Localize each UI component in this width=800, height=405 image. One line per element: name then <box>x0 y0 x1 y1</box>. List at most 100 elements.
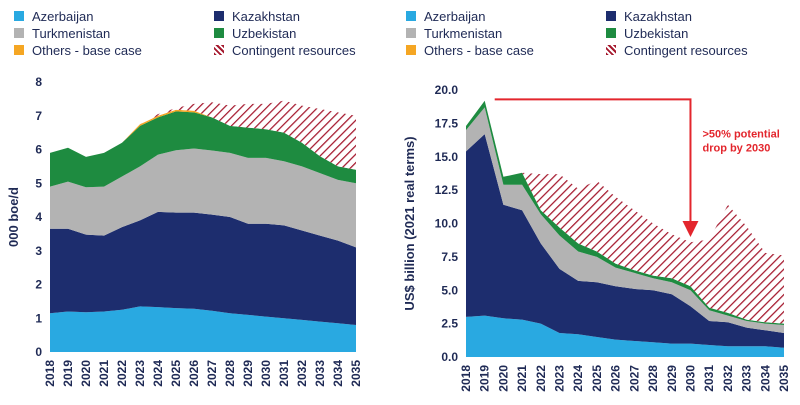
right-x-tick-label: 2022 <box>534 365 548 392</box>
left-area-turkmenistan <box>50 148 356 248</box>
left-y-tick-label: 5 <box>35 176 42 190</box>
right-y-axis-title: US$ billion (2021 real terms) <box>402 136 417 310</box>
left-x-tick-label: 2030 <box>259 360 273 387</box>
legend-label: Others - base case <box>32 42 142 58</box>
left-x-tick-label: 2029 <box>241 360 255 387</box>
left-x-tick-label: 2033 <box>313 360 327 387</box>
legend-right: Azerbaijan Kazakhstan Turkmenistan Uzbekist… <box>406 8 786 68</box>
right-x-tick-label: 2026 <box>609 365 623 392</box>
right-x-tick-label: 2024 <box>571 365 585 392</box>
right-x-tick-label: 2018 <box>459 365 473 392</box>
legend-item-kazakhstan: Kazakhstan <box>214 8 300 24</box>
annotation-text-line2: drop by 2030 <box>702 142 770 154</box>
legend-swatch-contingent-resources <box>606 45 616 55</box>
left-y-tick-label: 4 <box>35 210 42 224</box>
left-x-tick-label: 2019 <box>61 360 75 387</box>
left-x-tick-label: 2032 <box>295 360 309 387</box>
right-y-tick-label: 10.0 <box>435 217 459 231</box>
legend-swatch-kazakhstan <box>606 11 616 21</box>
left-x-tick-label: 2035 <box>349 360 363 387</box>
right-y-tick-label: 0.0 <box>441 350 458 364</box>
right-x-tick-label: 2019 <box>478 365 492 392</box>
right-x-tick-label: 2029 <box>665 365 679 392</box>
legend-item-contingent-resources: Contingent resources <box>214 42 356 58</box>
legend-swatch-kazakhstan <box>214 11 224 21</box>
left-y-tick-label: 7 <box>35 109 42 123</box>
left-x-tick-label: 2018 <box>43 360 57 387</box>
legend-item-others-base-case: Others - base case <box>406 42 534 58</box>
legend-swatch-uzbekistan <box>606 28 616 38</box>
legend-item-azerbaijan: Azerbaijan <box>14 8 93 24</box>
legend-label: Turkmenistan <box>32 25 111 41</box>
left-x-tick-label: 2021 <box>97 360 111 387</box>
legend-label: Contingent resources <box>624 42 748 58</box>
left-y-tick-label: 3 <box>35 244 42 258</box>
left-x-tick-label: 2034 <box>331 360 345 387</box>
annotation-arrow <box>494 98 699 237</box>
right-area-turkmenistan <box>466 107 784 334</box>
left-y-axis-title: 000 boe/d <box>6 187 21 247</box>
right-x-tick-label: 2027 <box>627 365 641 392</box>
left-area-uzbekistan <box>50 111 356 188</box>
left-area-contingent-resources <box>50 100 356 170</box>
right-area-contingent-resources <box>466 100 784 324</box>
legend-item-azerbaijan: Azerbaijan <box>406 8 485 24</box>
legend-label: Azerbaijan <box>32 8 94 24</box>
left-y-tick-label: 6 <box>35 143 42 157</box>
legend-item-turkmenistan: Turkmenistan <box>14 25 110 41</box>
left-area-kazakhstan <box>50 211 356 325</box>
right-area-kazakhstan <box>466 134 784 348</box>
right-y-tick-label: 15.0 <box>435 150 459 164</box>
legend-item-uzbekistan: Uzbekistan <box>606 25 688 41</box>
legend-swatch-others-base-case <box>406 45 416 55</box>
legend-item-kazakhstan: Kazakhstan <box>606 8 692 24</box>
left-x-tick-label: 2025 <box>169 360 183 387</box>
right-x-tick-label: 2032 <box>721 365 735 392</box>
legend-item-uzbekistan: Uzbekistan <box>214 25 296 41</box>
legend-swatch-contingent-resources <box>214 45 224 55</box>
left-x-tick-label: 2024 <box>151 360 165 387</box>
right-x-tick-label: 2020 <box>496 365 510 392</box>
right-x-tick-label: 2023 <box>553 365 567 392</box>
legend-label: Kazakhstan <box>624 8 692 24</box>
right-x-tick-label: 2028 <box>646 365 660 392</box>
legend-item-others-base-case: Others - base case <box>14 42 142 58</box>
right-y-tick-label: 7.5 <box>441 250 458 264</box>
left-x-tick-label: 2027 <box>205 360 219 387</box>
left-x-tick-label: 2031 <box>277 360 291 387</box>
left-x-tick-label: 2022 <box>115 360 129 387</box>
right-x-tick-label: 2021 <box>515 365 529 392</box>
right-area-azerbaijan <box>466 315 784 357</box>
right-y-tick-label: 5.0 <box>441 283 458 297</box>
left-y-tick-label: 1 <box>35 311 42 325</box>
left-x-tick-label: 2023 <box>133 360 147 387</box>
left-y-tick-label: 2 <box>35 278 42 292</box>
annotation-text-line1: >50% potential <box>702 128 779 140</box>
right-x-tick-label: 2025 <box>590 365 604 392</box>
right-y-tick-label: 2.5 <box>441 317 458 331</box>
legend-swatch-turkmenistan <box>406 28 416 38</box>
right-y-tick-label: 17.5 <box>435 116 459 130</box>
legend-label: Others - base case <box>424 42 534 58</box>
right-x-tick-label: 2035 <box>777 365 791 392</box>
legend-label: Turkmenistan <box>424 25 503 41</box>
right-x-tick-label: 2033 <box>740 365 754 392</box>
left-x-tick-label: 2026 <box>187 360 201 387</box>
right-y-tick-label: 12.5 <box>435 183 459 197</box>
legend-swatch-others-base-case <box>14 45 24 55</box>
legend-swatch-azerbaijan <box>406 11 416 21</box>
legend-swatch-azerbaijan <box>14 11 24 21</box>
right-x-tick-label: 2030 <box>683 365 697 392</box>
legend-swatch-uzbekistan <box>214 28 224 38</box>
legend-item-contingent-resources: Contingent resources <box>606 42 748 58</box>
right-x-tick-label: 2034 <box>758 365 772 392</box>
left-x-tick-label: 2020 <box>79 360 93 387</box>
left-y-tick-label: 8 <box>35 75 42 89</box>
left-y-tick-label: 0 <box>35 345 42 359</box>
left-x-tick-label: 2028 <box>223 360 237 387</box>
legend-label: Azerbaijan <box>424 8 486 24</box>
right-y-tick-label: 20.0 <box>435 83 459 97</box>
legend-label: Kazakhstan <box>232 8 300 24</box>
right-x-tick-label: 2031 <box>702 365 716 392</box>
